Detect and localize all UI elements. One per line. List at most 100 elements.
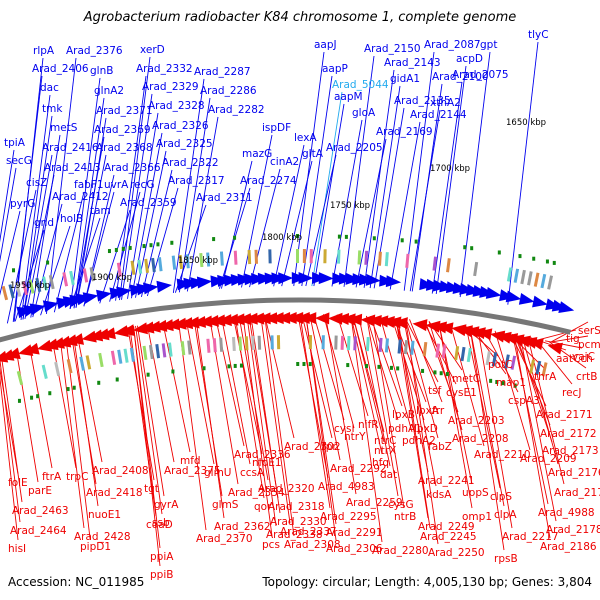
callout-line	[428, 321, 463, 431]
reverse-feature-block	[334, 335, 338, 350]
reverse-feature-block	[16, 370, 24, 386]
callout-line	[146, 187, 179, 297]
reverse-gene-arrow	[5, 347, 21, 360]
gene-label: secG	[6, 155, 32, 167]
reverse-gene-arrow	[204, 314, 219, 327]
gene-label: Arad_2317	[168, 175, 225, 187]
callout-line	[0, 149, 15, 243]
gene-label: tlyC	[528, 29, 549, 41]
callout-line	[397, 318, 431, 529]
gene-label: Arad_2302	[284, 441, 341, 453]
callout-line	[435, 65, 467, 295]
gene-label: pyrG	[10, 198, 35, 210]
gene-label: Arad_2338	[266, 529, 323, 541]
callout-line	[409, 319, 443, 403]
reverse-gene-arrow	[81, 330, 97, 343]
callout-line	[260, 314, 291, 524]
gene-label: ispDF	[262, 122, 291, 134]
reverse-gene-arrow	[392, 317, 408, 330]
gene-label: Arad_2286	[200, 85, 257, 97]
gene-label: cysG	[388, 499, 414, 511]
gc-marker	[202, 366, 206, 371]
reverse-gene-arrow	[451, 324, 467, 337]
callout-line	[178, 97, 211, 293]
callout-line	[0, 374, 19, 541]
callout-line	[232, 315, 263, 455]
gene-label: glnB	[90, 65, 113, 77]
gene-label: glmU	[204, 467, 232, 479]
callout-line	[477, 327, 513, 529]
gene-label: Arad_2308	[284, 539, 341, 551]
reverse-feature-block	[85, 355, 92, 370]
scale-label: 1900 kbp	[92, 273, 132, 283]
forward-feature-block	[247, 250, 252, 265]
gene-label: kdsA	[426, 489, 452, 501]
gene-label: Arad_2306	[326, 543, 383, 555]
gene-label: recJ	[562, 387, 581, 399]
gc-marker	[170, 240, 174, 245]
reverse-gene-arrow	[0, 349, 15, 361]
reverse-gene-arrow	[184, 316, 200, 329]
forward-feature-block	[473, 261, 479, 277]
callout-line	[299, 313, 331, 509]
reverse-gene-arrow	[528, 338, 544, 351]
gene-label: Arad_2205	[326, 142, 383, 154]
callout-line	[172, 78, 205, 293]
callout-line	[369, 85, 401, 289]
reverse-feature-block	[541, 362, 548, 377]
gc-marker	[518, 254, 522, 259]
forward-feature-block	[151, 257, 156, 273]
gene-label: lpxD	[414, 423, 438, 435]
gene-label: Arad_2171	[536, 409, 593, 421]
reverse-feature-block	[491, 352, 498, 367]
callout-line	[459, 51, 491, 298]
genome-stats-label: Topology: circular; Length: 4,005,130 bp…	[262, 575, 592, 589]
gene-label: Arad_2217	[502, 531, 559, 543]
reverse-gene-arrow	[62, 334, 78, 347]
gene-label: lpxA	[416, 405, 440, 417]
reverse-gene-arrow	[360, 314, 376, 327]
reverse-gene-arrow	[477, 328, 493, 341]
gene-label: Arad_2135	[394, 95, 451, 107]
reverse-gene-arrow	[470, 327, 486, 340]
callout-line	[137, 325, 165, 497]
gene-label: Arad_2287	[194, 66, 251, 78]
gene-label: cspA3	[508, 395, 540, 407]
callout-line	[545, 340, 583, 349]
callout-line	[73, 136, 105, 309]
gene-label: aatCch	[556, 353, 593, 365]
callout-line	[121, 93, 153, 300]
callout-line	[131, 132, 163, 299]
forward-feature-block	[309, 249, 313, 264]
reverse-feature-block	[180, 341, 186, 356]
gene-label: gltA	[302, 148, 324, 160]
gene-label: Arad_2203	[448, 415, 505, 427]
gc-marker	[495, 379, 499, 384]
gene-label: Arad_2412	[52, 191, 109, 203]
gene-label: glmS	[212, 499, 239, 511]
gene-label: dat	[380, 469, 397, 481]
callout-line	[403, 51, 435, 291]
reverse-feature-block	[403, 339, 409, 355]
callout-line	[52, 341, 77, 469]
reverse-gene-arrow	[165, 318, 181, 331]
forward-feature-block	[337, 249, 341, 264]
reverse-gene-arrow	[425, 320, 441, 333]
reverse-gene-arrow	[132, 322, 148, 335]
callout-line	[29, 346, 53, 469]
gc-marker	[532, 256, 536, 261]
reverse-feature-block	[155, 344, 161, 359]
forward-feature-block	[377, 251, 382, 266]
gc-marker	[501, 381, 505, 386]
reverse-feature-block	[117, 349, 123, 364]
callout-line	[313, 103, 345, 287]
gc-marker	[66, 387, 70, 392]
forward-gene-arrow	[365, 273, 381, 286]
chromosome-backbone	[0, 297, 572, 343]
gene-label: Arad_2320	[258, 483, 315, 495]
forward-feature-block	[206, 252, 211, 267]
reverse-feature-block	[384, 338, 389, 353]
callout-line	[241, 134, 273, 288]
reverse-feature-block	[270, 335, 274, 350]
callout-line	[83, 191, 115, 307]
